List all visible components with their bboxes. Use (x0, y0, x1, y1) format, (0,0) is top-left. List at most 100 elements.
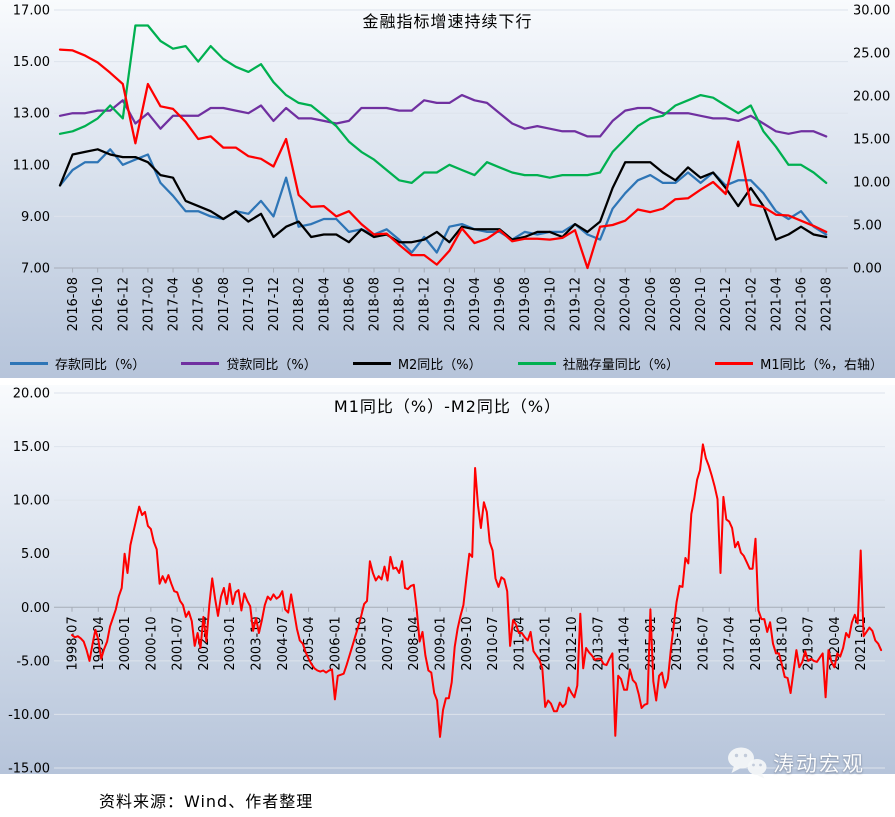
x-tick-label: 2019-07 (802, 616, 817, 670)
x-tick-label: 2017-04 (723, 616, 738, 670)
x-tick-label: 2005-04 (302, 616, 317, 670)
x-tick-label: 2009-01 (434, 616, 449, 670)
legend-item-m2: M2同比（%） (352, 354, 482, 373)
watermark: 涛动宏观 (726, 746, 865, 779)
left-y-tick-label: 11.00 (13, 158, 50, 173)
x-tick-label: 2017-08 (217, 277, 232, 331)
x-tick-label: 2001-07 (171, 616, 186, 670)
loans-line (58, 93, 828, 138)
bottom-chart-plot: -15.00 -10.00 -5.00 0.00 5.00 10.00 15.00 20.00… (8, 387, 885, 774)
x-tick-label: 2010-07 (486, 616, 501, 670)
legend-label: 社融存量同比（%） (562, 357, 680, 373)
x-tick-label: 2018-06 (342, 277, 357, 331)
x-tick-label: 2011-04 (512, 616, 527, 670)
left-y-tick-label: 13.00 (13, 107, 50, 122)
x-tick-label: 2019-08 (518, 277, 533, 331)
x-tick-label: 2014-04 (618, 616, 633, 670)
x-tick-label: 2016-10 (91, 277, 106, 331)
right-y-tick-label: 30.00 (853, 4, 890, 19)
legend-item-deposits: 存款同比（%） (10, 354, 145, 373)
legend-label: M1同比（%，右轴） (760, 357, 883, 373)
left-y-tick-label: 17.00 (13, 4, 50, 19)
legend-item-loans: 贷款同比（%） (181, 354, 317, 373)
m1-minus-m2-line (71, 443, 883, 738)
right-y-tick-label: 10.00 (853, 176, 890, 191)
x-tick-label: 2000-01 (118, 616, 133, 670)
x-tick-label: 2020-02 (594, 277, 609, 331)
y-tick-label: -15.00 (8, 761, 50, 774)
x-tick-label: 2012-10 (565, 616, 580, 670)
right-y-tick-label: 5.00 (853, 219, 882, 234)
x-tick-label: 2013-07 (591, 616, 606, 670)
x-tick-label: 2017-12 (267, 277, 282, 331)
legend-label: 贷款同比（%） (226, 357, 317, 373)
bottom-chart-panel: M1同比（%）-M2同比（%） -15.00 -10.00 -5.00 0.00 5.0… (0, 385, 895, 774)
x-tick-label: 2003-01 (223, 616, 238, 670)
y-tick-label: -5.00 (16, 654, 50, 669)
top-chart-title: 金融指标增速持续下行 (362, 12, 533, 31)
x-tick-label: 2021-01 (854, 616, 869, 670)
x-tick-label: 2020-06 (644, 277, 659, 331)
y-tick-label: -10.00 (8, 708, 50, 723)
legend-label: M2同比（%） (397, 357, 482, 373)
x-tick-label: 2008-04 (407, 616, 422, 670)
right-y-tick-label: 20.00 (853, 90, 890, 105)
right-y-tick-label: 0.00 (853, 262, 882, 277)
y-tick-label: 20.00 (13, 387, 50, 402)
x-tick-label: 2018-10 (775, 616, 790, 670)
x-tick-label: 2012-01 (539, 616, 554, 670)
watermark-text: 涛动宏观 (773, 751, 865, 776)
x-tick-label: 2018-10 (393, 277, 408, 331)
tsf-line (58, 24, 828, 185)
x-tick-label: 2018-01 (749, 616, 764, 670)
y-tick-label: 15.00 (13, 440, 50, 455)
top-chart-panel: 金融指标增速持续下行 7.00 9.00 11.00 13.00 15.00 17.00 0… (0, 0, 895, 378)
left-y-tick-label: 7.00 (21, 262, 50, 277)
x-tick-label: 2019-12 (568, 277, 583, 331)
m1-line (58, 48, 828, 270)
x-tick-label: 2004-07 (276, 616, 291, 670)
left-y-tick-label: 15.00 (13, 55, 50, 70)
x-tick-label: 2018-12 (418, 277, 433, 331)
x-tick-label: 2019-06 (493, 277, 508, 331)
x-tick-label: 2017-04 (167, 277, 182, 331)
x-tick-label: 2000-10 (144, 616, 159, 670)
wechat-icon (728, 747, 767, 779)
x-tick-label: 2016-07 (696, 616, 711, 670)
x-tick-label: 2019-04 (468, 277, 483, 331)
left-y-tick-label: 9.00 (21, 210, 50, 225)
x-tick-label: 2020-04 (619, 277, 634, 331)
top-chart-legend: 存款同比（%） 贷款同比（%） M2同比（%） 社融存量同比（%） M1同比（%，右轴） (10, 352, 883, 374)
source-note: 资料来源：Wind、作者整理 (99, 792, 314, 811)
legend-item-m1: M1同比（%，右轴） (715, 354, 883, 373)
legend-item-tsf: 社融存量同比（%） (517, 354, 680, 373)
y-tick-label: 5.00 (21, 547, 50, 562)
x-tick-label: 2006-01 (328, 616, 343, 670)
legend-swatch-loans (181, 361, 220, 365)
x-tick-label: 2018-08 (368, 277, 383, 331)
x-tick-label: 2019-02 (443, 277, 458, 331)
legend-swatch-deposits (10, 361, 48, 365)
x-tick-label: 2017-06 (192, 277, 207, 331)
x-tick-label: 2020-10 (694, 277, 709, 331)
y-tick-label: 0.00 (21, 601, 50, 616)
legend-swatch-tsf (517, 361, 556, 365)
x-tick-label: 2018-02 (292, 277, 307, 331)
x-tick-label: 2020-04 (828, 616, 843, 670)
x-tick-label: 2020-08 (669, 277, 684, 331)
right-y-tick-label: 15.00 (853, 133, 890, 148)
x-tick-label: 2019-10 (543, 277, 558, 331)
x-tick-label: 2009-10 (460, 616, 475, 670)
legend-label: 存款同比（%） (55, 357, 146, 373)
x-tick-label: 2016-12 (116, 277, 131, 331)
deposits-line (58, 148, 828, 254)
x-tick-label: 2017-10 (242, 277, 257, 331)
x-tick-label: 2021-04 (769, 277, 784, 331)
y-tick-label: 10.00 (13, 494, 50, 509)
x-tick-label: 1998-07 (66, 616, 81, 670)
x-tick-label: 2017-02 (141, 277, 156, 331)
x-tick-label: 2021-08 (820, 277, 835, 331)
legend-swatch-m1 (715, 361, 754, 365)
x-tick-label: 2021-06 (795, 277, 810, 331)
